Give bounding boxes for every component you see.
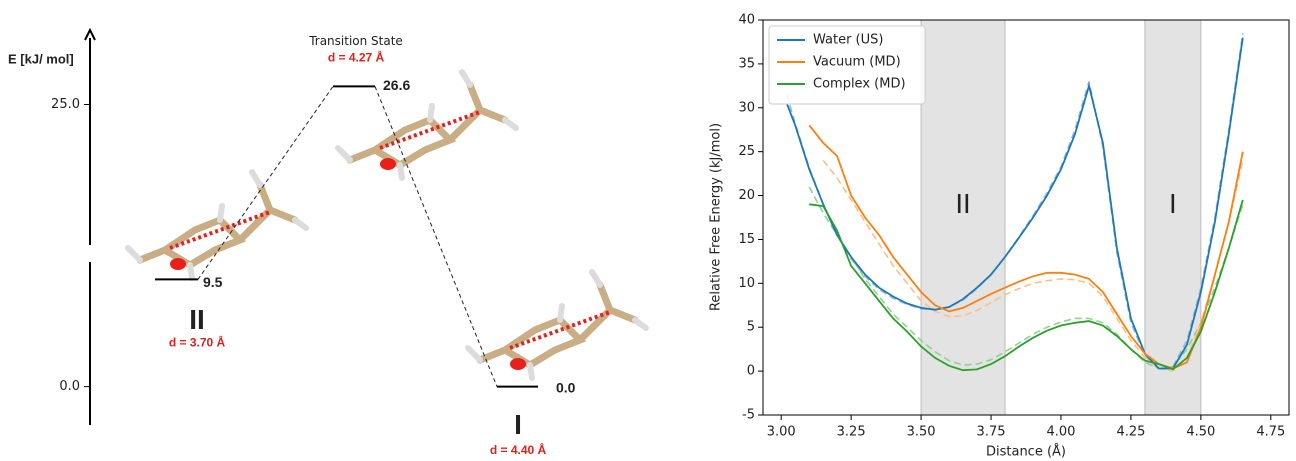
x-tick-label: 4.50 xyxy=(1186,425,1215,440)
y-tick-label: 0.0 xyxy=(59,379,80,394)
x-tick-label: 4.75 xyxy=(1256,425,1285,440)
distance-label: d = 4.27 Å xyxy=(328,50,385,65)
y-tick-label: 35 xyxy=(738,56,755,71)
connector xyxy=(198,86,333,279)
y-tick-label: 5 xyxy=(747,320,755,335)
figure: E [kJ/ mol] Distance (Å) Relative Free E… xyxy=(0,0,1296,461)
y-tick-label: 30 xyxy=(738,100,755,115)
x-axis-label: Distance (Å) xyxy=(986,444,1066,460)
x-tick-label: 3.00 xyxy=(767,425,796,440)
molecule-ii xyxy=(128,172,306,278)
state-name: I xyxy=(514,409,522,440)
legend-label: Vacuum (MD) xyxy=(813,55,901,70)
x-tick-label: 3.25 xyxy=(837,425,866,440)
distance-label: d = 4.40 Å xyxy=(490,442,547,457)
region-label: II xyxy=(955,190,970,220)
region-label: I xyxy=(1169,190,1177,220)
y-axis-label: Relative Free Energy (kJ/mol) xyxy=(709,123,724,311)
y-tick-label: 15 xyxy=(738,232,755,247)
level-value: 26.6 xyxy=(383,77,410,93)
molecule-ts xyxy=(338,72,516,178)
connector xyxy=(375,86,497,386)
legend-label: Complex (MD) xyxy=(813,77,906,92)
y-tick-label: 20 xyxy=(738,188,755,203)
y-tick-label: 10 xyxy=(738,276,755,291)
level-value: 9.5 xyxy=(203,274,223,290)
x-tick-label: 4.00 xyxy=(1046,425,1075,440)
x-tick-label: 3.50 xyxy=(907,425,936,440)
legend-label: Water (US) xyxy=(813,33,883,48)
y-tick-label: 40 xyxy=(738,13,755,28)
x-tick-label: 3.75 xyxy=(977,425,1006,440)
y-tick-label: -5 xyxy=(742,408,755,423)
state-name: Transition State xyxy=(308,34,403,48)
distance-label: d = 3.70 Å xyxy=(169,335,226,350)
energy-axis-label: E [kJ/ mol] xyxy=(8,51,74,66)
x-tick-label: 4.25 xyxy=(1116,425,1145,440)
y-tick-label: 25 xyxy=(738,144,755,159)
level-value: 0.0 xyxy=(556,379,576,395)
molecule-i xyxy=(468,272,646,378)
state-name: II xyxy=(189,304,205,335)
y-tick-label: 0 xyxy=(747,364,755,379)
y-tick-label: 25.0 xyxy=(51,97,80,112)
